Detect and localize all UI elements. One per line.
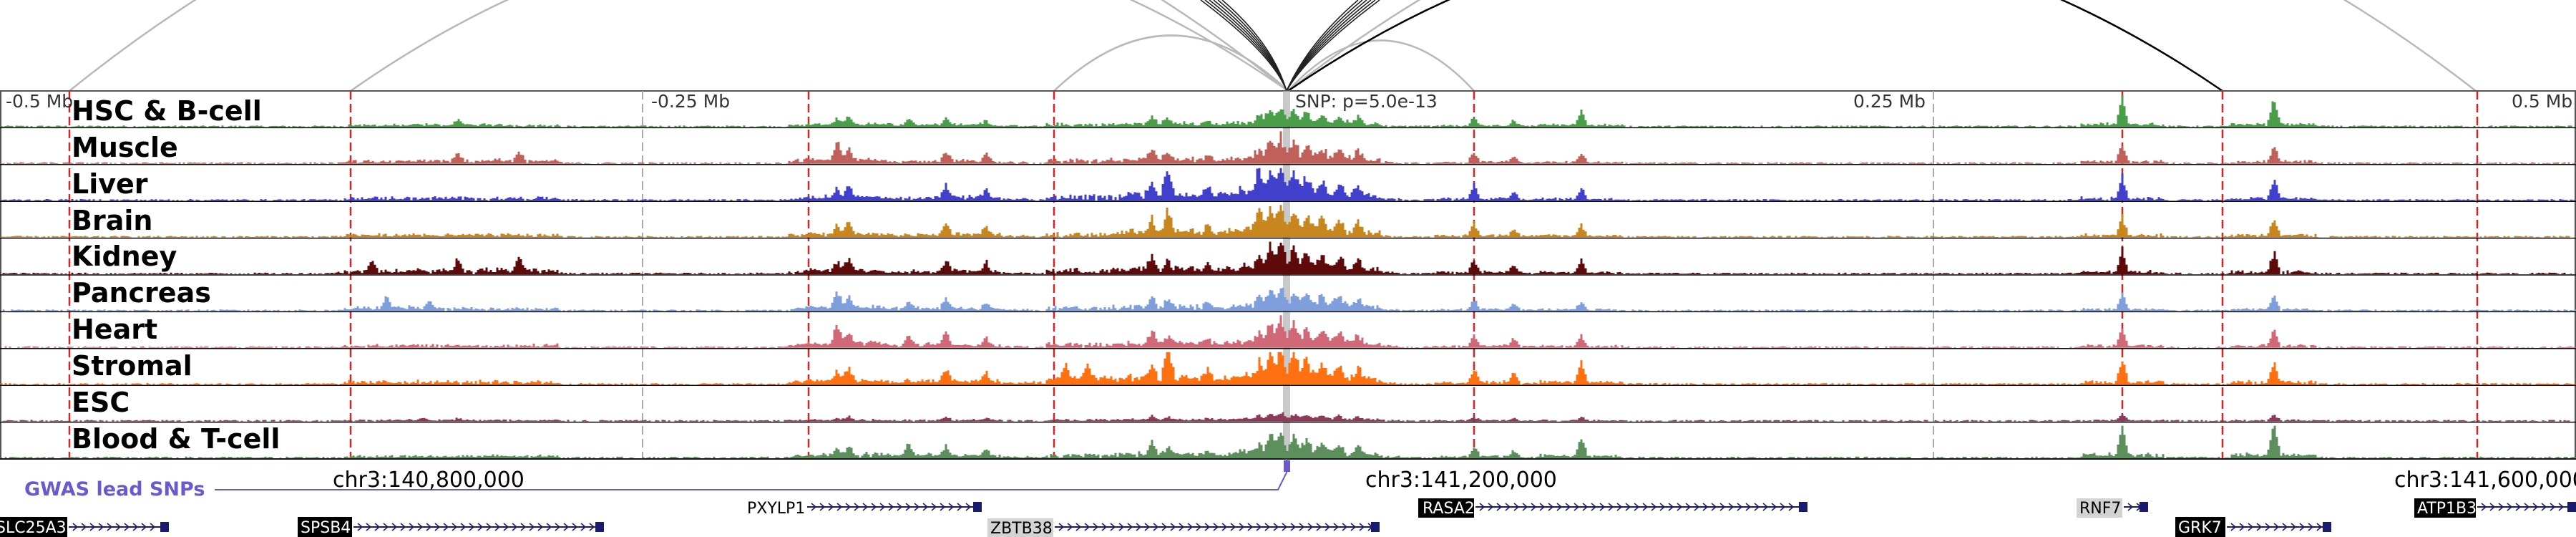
gene-label-spsb4: SPSB4 (301, 519, 351, 537)
signal-bars (2, 241, 2572, 274)
signal-track-4 (0, 241, 2576, 276)
gene-pxylp1[interactable]: PXYLP1 (747, 500, 982, 518)
gene-atp1b3[interactable]: ATP1B3 (2414, 498, 2576, 518)
arc-right (1287, 0, 2477, 92)
gene-body (2124, 502, 2148, 512)
arc-fan (1286, 0, 1380, 92)
signal-bars (0, 95, 2576, 127)
signal-bars (0, 352, 2576, 385)
track-label-liver: Liver (72, 168, 148, 200)
gene-exon (1799, 502, 1807, 512)
axis-label-minus-0-5: -0.5 Mb (6, 91, 73, 112)
signal-bars (4, 315, 2576, 348)
coordinate-label-1: chr3:140,800,000 (333, 468, 525, 493)
gene-strand-arrows (2481, 503, 2565, 511)
gene-grk7[interactable]: GRK7 (2175, 517, 2331, 537)
gene-zbtb38[interactable]: ZBTB38 (987, 518, 1380, 537)
track-label-pancreas: Pancreas (72, 277, 211, 309)
arc-left (350, 0, 1289, 92)
gene-label-rasa2: RASA2 (1423, 500, 1475, 518)
signal-bars (2, 287, 2576, 311)
coordinate-label-3: chr3:141,600,000 (2394, 468, 2576, 493)
signal-bars (0, 205, 2576, 238)
gwas-lead-snps-label: GWAS lead SNPs (24, 478, 205, 500)
arc-near-left (1053, 34, 1289, 92)
gene-label-zbtb38: ZBTB38 (990, 520, 1053, 537)
signal-bars (0, 131, 2576, 164)
signal-track-0 (0, 95, 2576, 129)
gene-strand-arrows (1479, 503, 1795, 511)
arc-fan (1200, 0, 1287, 92)
signal-bars (0, 425, 2576, 458)
signal-track-6 (0, 315, 2576, 349)
arc-near-right (1287, 39, 1475, 92)
gwas-lead-snp-track: GWAS lead SNPs (24, 459, 1290, 500)
track-labels: HSC & B-cell Muscle Liver Brain Kidney P… (72, 95, 280, 455)
track-label-stromal: Stromal (72, 350, 192, 382)
gene-annotation-track: SLC25A36 SPSB4 PXYLP1 ZBTB38 RASA2 (0, 498, 2576, 537)
signal-bars (0, 168, 2576, 201)
gene-body (2477, 502, 2576, 512)
interaction-arcs (69, 0, 2477, 92)
gene-exon (2323, 522, 2331, 532)
axis-label-plus-0-25: 0.25 Mb (1853, 91, 1926, 112)
gene-exon (595, 522, 604, 532)
gene-exon (2567, 502, 2576, 512)
gene-strand-arrows (2230, 523, 2323, 531)
track-label-muscle: Muscle (72, 132, 178, 163)
gene-label-atp1b3: ATP1B3 (2417, 500, 2477, 518)
track-label-heart: Heart (72, 314, 157, 345)
gene-body (69, 522, 169, 532)
track-label-hsc-b-cell: HSC & B-cell (72, 95, 262, 127)
gene-spsb4[interactable]: SPSB4 (298, 517, 604, 537)
gene-strand-arrows (72, 523, 156, 531)
snp-pvalue-label: SNP: p=5.0e-13 (1295, 91, 1438, 112)
axis-label-plus-0-5: 0.5 Mb (2512, 91, 2572, 112)
arc-far-left (69, 0, 1289, 92)
gene-body (353, 522, 604, 532)
gene-label-slc25a36: SLC25A36 (0, 519, 77, 537)
signal-track-2 (0, 168, 2576, 202)
track-label-esc: ESC (72, 387, 130, 418)
track-label-brain: Brain (72, 205, 152, 236)
gene-label-pxylp1: PXYLP1 (747, 500, 805, 518)
track-label-kidney: Kidney (72, 241, 177, 272)
arc-black-right (1287, 0, 2223, 92)
gene-label-rnf7: RNF7 (2079, 500, 2121, 518)
gene-exon (2140, 502, 2148, 512)
gene-slc25a36[interactable]: SLC25A36 (0, 517, 169, 537)
gene-body (1055, 522, 1380, 532)
signal-track-3 (0, 205, 2576, 239)
gene-label-grk7: GRK7 (2178, 519, 2222, 537)
signal-track-5 (0, 287, 2576, 313)
signal-tracks (0, 95, 2576, 460)
gene-exon (1371, 522, 1380, 532)
gene-exon (160, 522, 169, 532)
gene-strand-arrows (1058, 523, 1374, 531)
signal-track-7 (0, 352, 2576, 386)
gene-body (807, 502, 982, 512)
gene-body (1475, 502, 1807, 512)
signal-track-9 (0, 425, 2576, 460)
signal-track-1 (0, 131, 2576, 165)
gene-exon (973, 502, 982, 512)
gene-rnf7[interactable]: RNF7 (2077, 498, 2148, 518)
gene-strand-arrows (811, 503, 972, 511)
gwas-snp-marker[interactable] (1284, 460, 1290, 472)
signal-bars (2, 412, 2570, 422)
arc-fan (1213, 0, 1287, 92)
signal-track-8 (0, 412, 2576, 423)
gene-strand-arrows (357, 523, 595, 531)
track-label-blood-t-cell: Blood & T-cell (72, 423, 280, 455)
axis-label-minus-0-25: -0.25 Mb (651, 91, 730, 112)
gene-rasa2[interactable]: RASA2 (1418, 498, 1807, 518)
coordinate-label-2: chr3:141,200,000 (1365, 468, 1557, 493)
gene-body (2227, 522, 2331, 532)
